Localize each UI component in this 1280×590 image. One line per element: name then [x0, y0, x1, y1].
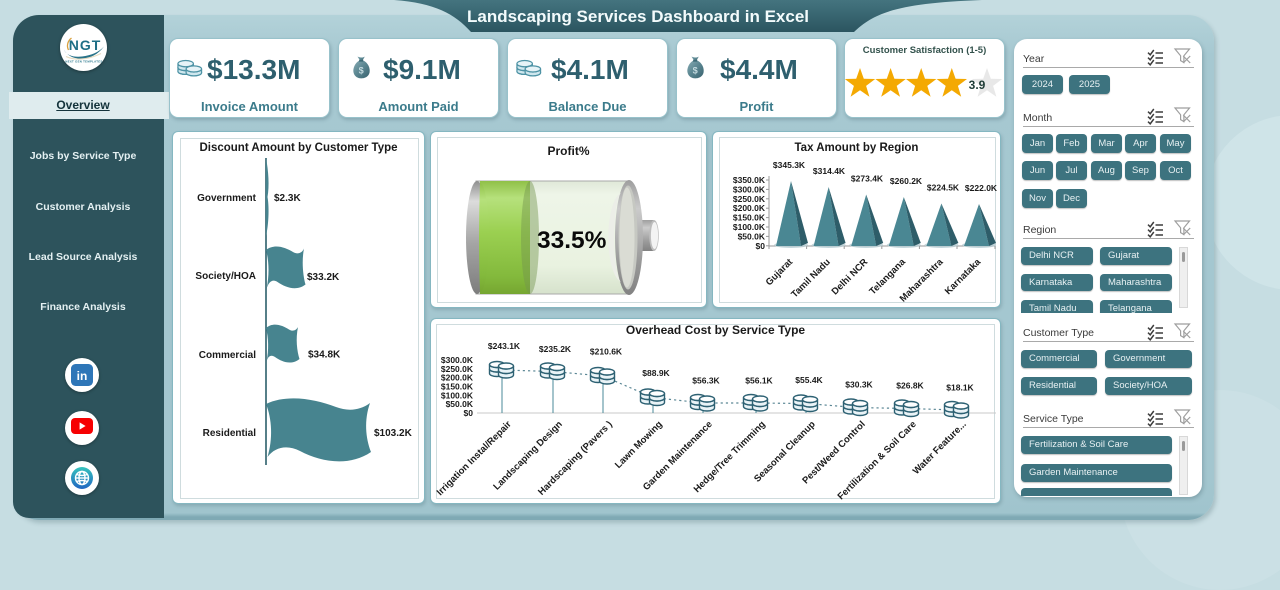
svg-text:$210.6K: $210.6K: [590, 347, 623, 357]
svg-text:Lawn Mowing: Lawn Mowing: [613, 419, 665, 471]
svg-text:$300.0K: $300.0K: [733, 184, 766, 194]
svg-text:$50.0K: $50.0K: [446, 399, 474, 409]
svg-text:Delhi NCR: Delhi NCR: [830, 257, 871, 298]
svg-text:$250.0K: $250.0K: [441, 364, 474, 374]
svg-text:Government: Government: [197, 193, 257, 204]
svg-text:in: in: [77, 369, 88, 383]
svg-text:$300.0K: $300.0K: [441, 355, 474, 365]
svg-text:$2.3K: $2.3K: [274, 193, 301, 204]
svg-text:$26.8K: $26.8K: [896, 381, 924, 391]
svg-text:$: $: [693, 66, 698, 76]
svg-text:$0: $0: [756, 241, 766, 251]
svg-text:Tamil Nadu: Tamil Nadu: [789, 257, 833, 301]
svg-text:$350.0K: $350.0K: [733, 175, 766, 185]
svg-text:NGT: NGT: [69, 37, 102, 53]
svg-text:NEXT GEN TEMPLATES: NEXT GEN TEMPLATES: [65, 60, 102, 64]
svg-text:$224.5K: $224.5K: [927, 183, 960, 193]
svg-text:$18.1K: $18.1K: [946, 383, 974, 393]
svg-text:$100.0K: $100.0K: [733, 222, 766, 232]
svg-text:Society/HOA: Society/HOA: [195, 271, 256, 282]
svg-text:3.9: 3.9: [969, 78, 986, 92]
svg-text:$0: $0: [464, 408, 474, 418]
svg-text:$103.2K: $103.2K: [374, 428, 413, 439]
svg-text:$33.2K: $33.2K: [307, 272, 340, 283]
svg-text:$260.2K: $260.2K: [890, 176, 923, 186]
svg-text:$314.4K: $314.4K: [813, 166, 846, 176]
svg-text:$150.0K: $150.0K: [733, 213, 766, 223]
svg-text:$50.0K: $50.0K: [738, 231, 766, 241]
svg-text:$88.9K: $88.9K: [642, 368, 670, 378]
svg-text:33.5%: 33.5%: [537, 227, 607, 254]
svg-text:$55.4K: $55.4K: [795, 375, 823, 385]
svg-text:$222.0K: $222.0K: [965, 183, 998, 193]
svg-text:$: $: [359, 66, 364, 76]
svg-text:$150.0K: $150.0K: [441, 382, 474, 392]
svg-text:$235.2K: $235.2K: [539, 344, 572, 354]
svg-text:Commercial: Commercial: [199, 350, 256, 361]
svg-text:$30.3K: $30.3K: [845, 380, 873, 390]
svg-text:Karnataka: Karnataka: [943, 256, 984, 297]
svg-text:$250.0K: $250.0K: [733, 194, 766, 204]
svg-text:Gujarat: Gujarat: [764, 256, 796, 288]
svg-text:$56.3K: $56.3K: [692, 376, 720, 386]
svg-text:$34.8K: $34.8K: [308, 350, 341, 361]
svg-text:Landscaping Services Dashboard: Landscaping Services Dashboard in Excel: [467, 7, 809, 26]
svg-text:$100.0K: $100.0K: [441, 390, 474, 400]
svg-text:Water Feature...: Water Feature...: [911, 419, 969, 477]
svg-text:$243.1K: $243.1K: [488, 341, 521, 351]
svg-text:$200.0K: $200.0K: [733, 203, 766, 213]
svg-text:$200.0K: $200.0K: [441, 373, 474, 383]
svg-text:$56.1K: $56.1K: [745, 376, 773, 386]
svg-text:$345.3K: $345.3K: [773, 160, 806, 170]
svg-text:Residential: Residential: [203, 428, 257, 439]
svg-text:$273.4K: $273.4K: [851, 174, 884, 184]
